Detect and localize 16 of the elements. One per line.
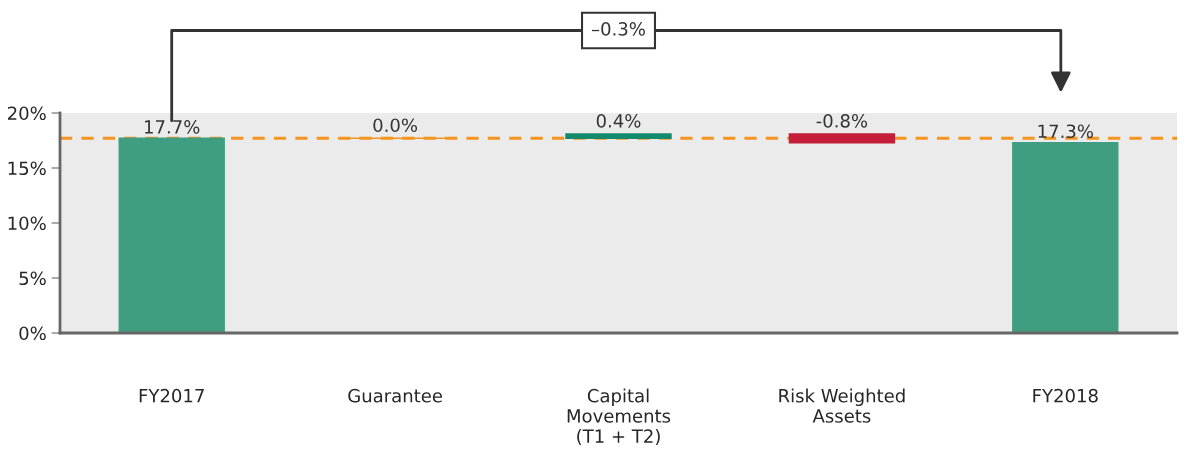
x-tick-label: Risk Weighted Assets	[779, 388, 905, 423]
y-tick-label: 15%	[8, 161, 46, 176]
y-tick-label: 10%	[8, 216, 46, 231]
x-tick-label: FY2018	[1033, 388, 1098, 403]
y-tick-label: 0%	[19, 326, 46, 341]
x-tick-label: Capital Movements (T1 + T2)	[567, 388, 671, 446]
text: –0.3%	[591, 22, 645, 36]
data-label: 17.3%	[1038, 124, 1093, 139]
data-label: 17.7%	[145, 120, 200, 134]
data-label: 0.4%	[596, 113, 641, 128]
data-label: 0.0%	[373, 118, 418, 133]
y-tick-label: 5%	[19, 271, 46, 286]
y-tick-label: 20%	[8, 106, 46, 121]
data-label: -0.8%	[816, 113, 868, 128]
x-tick-label: FY2017	[139, 388, 204, 403]
x-tick-label: Guarantee	[348, 388, 442, 403]
